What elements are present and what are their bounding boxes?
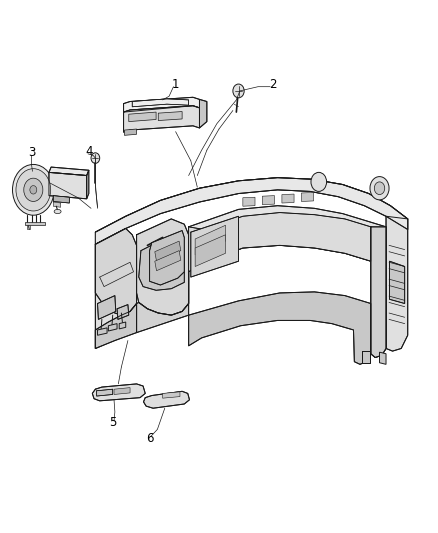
Polygon shape bbox=[92, 384, 145, 401]
Polygon shape bbox=[195, 235, 226, 266]
Polygon shape bbox=[195, 225, 226, 255]
Polygon shape bbox=[27, 225, 30, 230]
Polygon shape bbox=[199, 99, 207, 128]
Circle shape bbox=[311, 172, 327, 191]
Polygon shape bbox=[379, 352, 386, 365]
Circle shape bbox=[233, 84, 244, 98]
Polygon shape bbox=[95, 177, 408, 244]
Polygon shape bbox=[124, 106, 199, 132]
Polygon shape bbox=[189, 213, 371, 272]
Polygon shape bbox=[119, 322, 126, 329]
Polygon shape bbox=[389, 261, 405, 303]
Polygon shape bbox=[162, 392, 180, 398]
Circle shape bbox=[24, 178, 43, 201]
Polygon shape bbox=[137, 302, 189, 333]
Text: 4: 4 bbox=[85, 145, 92, 158]
Polygon shape bbox=[282, 194, 294, 203]
Polygon shape bbox=[386, 216, 408, 351]
Polygon shape bbox=[139, 237, 184, 290]
Circle shape bbox=[91, 153, 100, 164]
Polygon shape bbox=[150, 231, 184, 285]
Polygon shape bbox=[158, 111, 182, 120]
Polygon shape bbox=[53, 202, 60, 207]
Text: 3: 3 bbox=[28, 146, 35, 159]
Polygon shape bbox=[117, 304, 129, 319]
Polygon shape bbox=[95, 303, 137, 349]
Polygon shape bbox=[371, 227, 386, 358]
Polygon shape bbox=[191, 216, 239, 277]
Polygon shape bbox=[189, 206, 386, 358]
Polygon shape bbox=[124, 98, 199, 112]
Polygon shape bbox=[98, 296, 116, 319]
Ellipse shape bbox=[54, 209, 61, 214]
Polygon shape bbox=[114, 387, 130, 394]
Polygon shape bbox=[301, 192, 314, 201]
Text: 5: 5 bbox=[109, 416, 117, 429]
Circle shape bbox=[16, 168, 51, 211]
Polygon shape bbox=[49, 167, 89, 175]
Polygon shape bbox=[129, 112, 156, 122]
Polygon shape bbox=[97, 389, 113, 396]
Polygon shape bbox=[124, 129, 137, 135]
Polygon shape bbox=[49, 172, 87, 199]
Text: 6: 6 bbox=[146, 432, 153, 445]
Polygon shape bbox=[95, 177, 408, 244]
Circle shape bbox=[374, 182, 385, 195]
Polygon shape bbox=[95, 229, 126, 349]
Polygon shape bbox=[98, 328, 107, 335]
Circle shape bbox=[370, 176, 389, 200]
Polygon shape bbox=[362, 351, 370, 363]
Circle shape bbox=[13, 165, 54, 215]
Polygon shape bbox=[155, 241, 181, 261]
Polygon shape bbox=[87, 170, 89, 199]
Text: 1: 1 bbox=[172, 78, 180, 91]
Polygon shape bbox=[132, 99, 189, 107]
Polygon shape bbox=[137, 219, 189, 315]
Polygon shape bbox=[155, 251, 181, 271]
Polygon shape bbox=[262, 196, 275, 205]
Polygon shape bbox=[53, 196, 69, 203]
Text: 2: 2 bbox=[269, 78, 277, 91]
Polygon shape bbox=[189, 292, 371, 365]
Polygon shape bbox=[25, 222, 45, 225]
Polygon shape bbox=[95, 229, 137, 315]
Polygon shape bbox=[108, 324, 117, 331]
Polygon shape bbox=[243, 197, 255, 206]
Polygon shape bbox=[144, 391, 190, 408]
Circle shape bbox=[30, 185, 37, 194]
